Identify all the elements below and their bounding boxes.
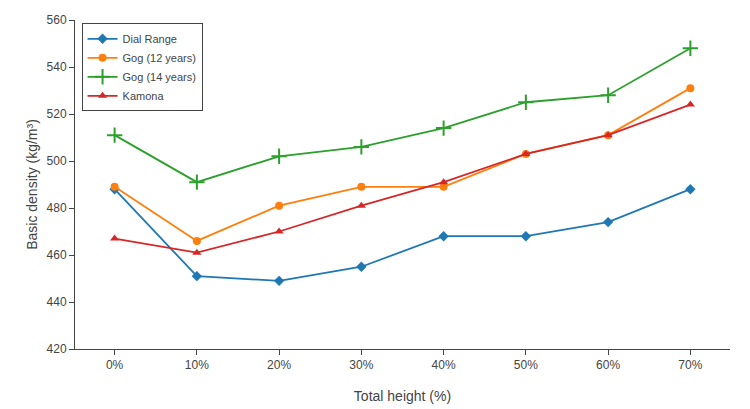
svg-text:Kamona: Kamona [123,90,165,102]
svg-text:480: 480 [47,201,67,215]
svg-text:30%: 30% [349,358,373,372]
svg-text:500: 500 [47,154,67,168]
svg-text:Total height (%): Total height (%) [354,388,451,404]
svg-text:Basic density (kg/m³): Basic density (kg/m³) [24,119,40,250]
svg-text:460: 460 [47,248,67,262]
svg-text:10%: 10% [185,358,209,372]
svg-text:0%: 0% [106,358,124,372]
svg-text:40%: 40% [432,358,456,372]
svg-text:520: 520 [47,107,67,121]
svg-text:440: 440 [47,295,67,309]
svg-text:20%: 20% [267,358,291,372]
svg-text:420: 420 [47,342,67,356]
svg-text:560: 560 [47,13,67,27]
svg-text:Dial Range: Dial Range [123,33,177,45]
svg-text:Gog (14 years): Gog (14 years) [123,71,196,83]
svg-text:540: 540 [47,60,67,74]
svg-text:70%: 70% [678,358,702,372]
svg-text:50%: 50% [514,358,538,372]
svg-text:60%: 60% [596,358,620,372]
svg-text:Gog (12 years): Gog (12 years) [123,52,196,64]
